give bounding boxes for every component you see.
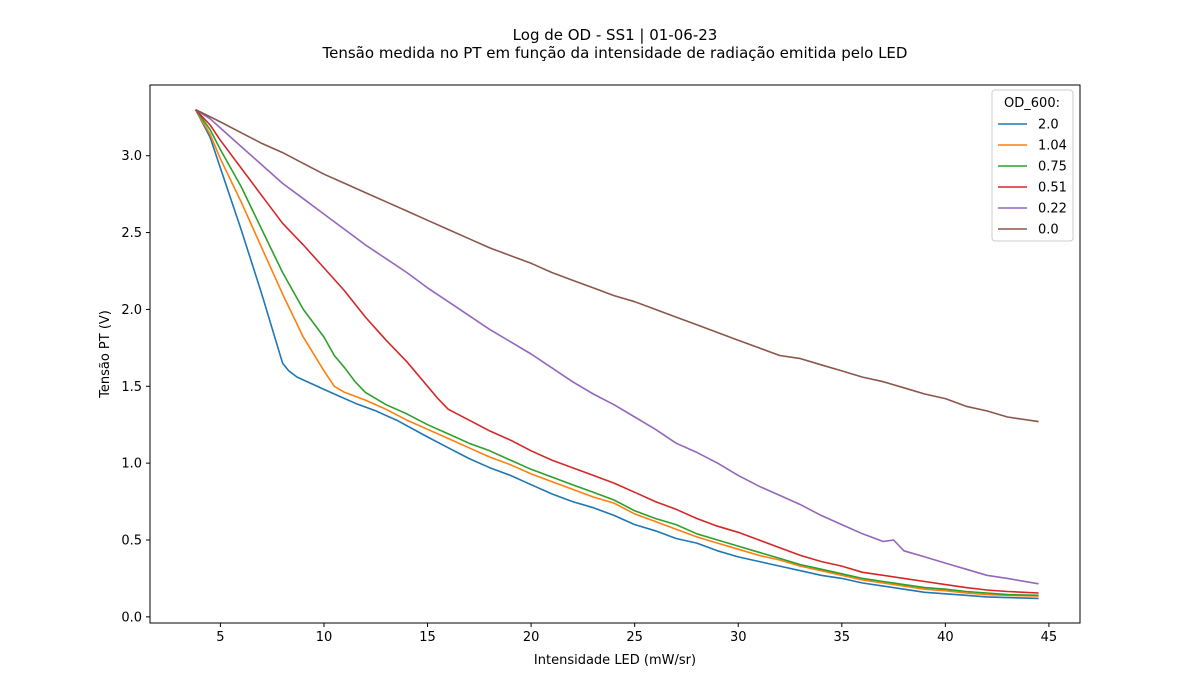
x-axis-label: Intensidade LED (mW/sr) <box>534 653 696 668</box>
axes-layer: 5 10 15 20 25 30 35 40 45 0.0 0.5 1.0 1.5 2.0 2.5 3.0 <box>121 84 1081 645</box>
y-axis-label: Tensão PT (V) <box>98 310 113 399</box>
y-tick-label: 2.5 <box>121 226 142 241</box>
y-tick-label: 0.0 <box>121 610 142 625</box>
y-tick-label: 2.0 <box>121 303 142 318</box>
series-line-3 <box>195 109 1039 594</box>
legend-entry-label: 1.04 <box>1038 139 1067 154</box>
chart-subtitle: Tensão medida no PT em função da intensi… <box>322 44 908 62</box>
x-tick-label: 45 <box>1041 630 1058 645</box>
legend-box <box>991 89 1074 242</box>
legend-items: 2.0 1.04 0.75 0.51 0.22 0.0 <box>998 118 1067 238</box>
legend-entry-label: 0.0 <box>1038 223 1059 238</box>
legend-entry-label: 0.75 <box>1038 160 1067 175</box>
y-tick-label: 3.0 <box>121 149 142 164</box>
y-tick-label: 0.5 <box>121 533 142 548</box>
y-tick-label: 1.0 <box>121 457 142 472</box>
y-tick-label: 1.5 <box>121 380 142 395</box>
legend-entry-label: 0.51 <box>1038 181 1067 196</box>
chart-title: Log de OD - SS1 | 01-06-23 <box>513 26 718 44</box>
series-layer <box>194 108 1039 600</box>
legend-title: OD_600: <box>1004 96 1060 111</box>
x-tick-label: 15 <box>419 630 436 645</box>
legend: OD_600: 2.0 1.04 0.75 0.51 0.22 0.0 <box>991 89 1074 242</box>
x-tick-label: 30 <box>730 630 747 645</box>
series-line-0 <box>194 109 1039 600</box>
series-line-4 <box>195 108 1039 585</box>
x-tick-label: 5 <box>216 630 224 645</box>
series-line-2 <box>194 109 1039 597</box>
x-tick-label: 20 <box>523 630 540 645</box>
x-tick-label: 35 <box>834 630 851 645</box>
plot-frame <box>149 84 1081 624</box>
legend-entry-label: 0.22 <box>1038 202 1067 217</box>
legend-entry-label: 2.0 <box>1038 118 1059 133</box>
x-tick-label: 40 <box>937 630 954 645</box>
x-tick-label: 25 <box>626 630 643 645</box>
series-line-5 <box>195 108 1039 423</box>
series-line-1 <box>194 109 1039 597</box>
x-tick-label: 10 <box>316 630 333 645</box>
